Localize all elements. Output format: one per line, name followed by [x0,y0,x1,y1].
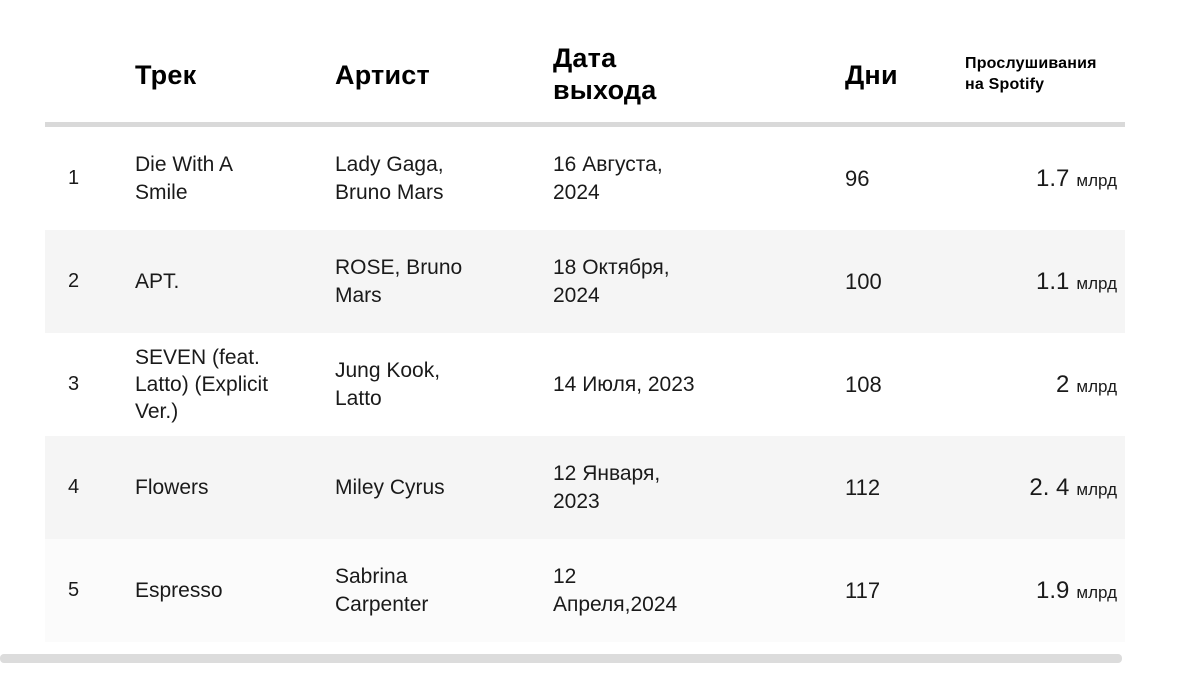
header-divider [45,122,1125,127]
streams-value: 1.7 [1036,164,1070,192]
date-cell: 12 Апреля,2024 [553,565,678,616]
days-cell: 117 [845,577,881,603]
streams-unit: млрд [1076,582,1117,602]
streams-cell: 1.1 млрд [965,268,1125,296]
days-cell: 100 [845,268,882,294]
release-date-header: Дата выхода [553,43,657,105]
artist-header: Артист [335,59,430,90]
date-cell: 18 Октября, 2024 [553,256,670,307]
date-cell: 14 Июля, 2023 [553,372,695,396]
track-cell: Die With A Smile [135,153,232,204]
artist-cell: ROSE, Bruno Mars [335,256,463,307]
streams-value: 1.9 [1036,576,1070,604]
track-header: Трек [135,59,197,90]
streams-header: Прослушивания на Spotify [965,55,1097,93]
streams-cell: 2. 4 млрд [965,474,1125,502]
streams-value: 2 [1056,370,1070,398]
days-cell: 112 [845,474,881,500]
row-index: 1 [68,167,80,189]
artist-cell: Lady Gaga, Bruno Mars [335,153,444,204]
streams-cell: 1.9 млрд [965,577,1125,605]
horizontal-scrollbar[interactable] [0,654,1122,663]
row-index: 5 [68,579,80,601]
track-cell: Flowers [135,475,209,499]
table-row: 3 SEVEN (feat. Latto) (Explicit Ver.) Ju… [45,333,1125,436]
table-row: 1 Die With A Smile Lady Gaga, Bruno Mars… [45,127,1125,230]
table-row: 2 APT. ROSE, Bruno Mars 18 Октября, 2024… [45,230,1125,333]
streams-value: 2. 4 [1029,473,1070,501]
table-row: 5 Espresso Sabrina Carpenter 12 Апреля,2… [45,539,1125,642]
streams-value: 1.1 [1036,267,1070,295]
row-index: 3 [68,373,80,395]
artist-cell: Sabrina Carpenter [335,565,429,616]
date-cell: 16 Августа, 2024 [553,153,663,204]
track-cell: APT. [135,269,180,293]
artist-cell: Miley Cyrus [335,475,445,499]
tracks-table: Трек Артист Дата выхода Дни Прослушивани… [45,0,1125,642]
table-row: 4 Flowers Miley Cyrus 12 Января, 2023 11… [45,436,1125,539]
streams-header-cell: Прослушивания на Spotify [965,54,1125,96]
days-header: Дни [845,59,898,90]
row-index: 2 [68,270,80,292]
streams-unit: млрд [1076,170,1117,190]
artist-cell: Jung Kook, Latto [335,359,441,410]
days-cell: 108 [845,371,882,397]
date-cell: 12 Января, 2023 [553,462,661,513]
table-header-row: Трек Артист Дата выхода Дни Прослушивани… [45,28,1125,122]
days-cell: 96 [845,165,870,191]
track-cell: SEVEN (feat. Latto) (Explicit Ver.) [135,345,269,424]
streams-cell: 2 млрд [965,371,1125,399]
row-index: 4 [68,476,80,498]
streams-cell: 1.7 млрд [965,165,1125,193]
streams-unit: млрд [1076,273,1117,293]
streams-unit: млрд [1076,376,1117,396]
streams-unit: млрд [1076,479,1117,499]
track-cell: Espresso [135,578,223,602]
